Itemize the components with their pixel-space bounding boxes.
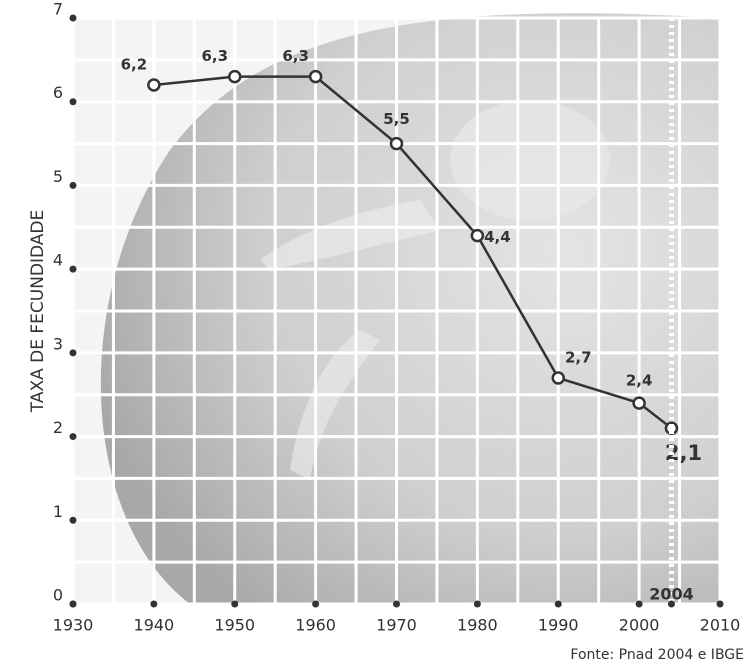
- source: Fonte: Pnad 2004 e IBGE: [570, 647, 744, 663]
- data-label: 5,5: [383, 110, 410, 128]
- x-tick-dot: [717, 601, 724, 608]
- point: [553, 372, 564, 383]
- y-tick-label: 1: [53, 502, 63, 521]
- y-tick-dot: [70, 349, 77, 356]
- photo-bracelets: [450, 100, 610, 220]
- y-tick-label: 4: [53, 251, 63, 270]
- data-label: 6,2: [121, 55, 148, 73]
- y-tick-label: 3: [53, 334, 63, 353]
- x-tick-dot: [150, 601, 157, 608]
- x-tick-dot: [555, 601, 562, 608]
- x-tick-label: 1960: [295, 616, 336, 635]
- data-label: 2,7: [565, 348, 592, 366]
- y-tick-label: 0: [53, 586, 63, 605]
- point: [229, 71, 240, 82]
- x-tick-label: 1990: [538, 616, 579, 635]
- y-tick-dot: [70, 15, 77, 22]
- x-tick-label: 2010: [700, 616, 741, 635]
- y-tick-label: 2: [53, 418, 63, 437]
- x-tick-dot: [636, 601, 643, 608]
- point: [634, 398, 645, 409]
- y-tick-dot: [70, 266, 77, 273]
- y-tick-dot: [70, 98, 77, 105]
- x-tick-dot: [393, 601, 400, 608]
- y-tick-label: 6: [53, 83, 63, 102]
- data-label: 2,4: [626, 372, 653, 390]
- point: [391, 138, 402, 149]
- x-tick-dot: [312, 601, 319, 608]
- point: [310, 71, 321, 82]
- y-tick-dot: [70, 433, 77, 440]
- x-tick-label: 1950: [214, 616, 255, 635]
- point: [472, 230, 483, 241]
- x-tick-label: 1940: [134, 616, 175, 635]
- page: {"chart_data": {"type": "line", "x": [19…: [0, 0, 750, 666]
- y-tick-label: 5: [53, 167, 63, 186]
- y-tick-label: 7: [53, 0, 63, 19]
- y-axis-label: TAXA DE FECUNDIDADE: [28, 210, 48, 414]
- data-label: 6,3: [282, 47, 309, 65]
- data-label: 4,4: [484, 228, 511, 246]
- annotation: 2004: [649, 585, 694, 604]
- x-tick-label: 2000: [619, 616, 660, 635]
- y-tick-dot: [70, 517, 77, 524]
- x-tick-label: 1930: [53, 616, 94, 635]
- x-tick-label: 1980: [457, 616, 498, 635]
- chart: 6,26,36,35,54,42,72,42,1 TAXA DE FECUNDI…: [0, 0, 750, 666]
- x-tick-dot: [70, 601, 77, 608]
- data-label: 6,3: [201, 47, 228, 65]
- y-tick-dot: [70, 182, 77, 189]
- x-tick-dot: [231, 601, 238, 608]
- x-tick-dot: [474, 601, 481, 608]
- x-tick-label: 1970: [376, 616, 417, 635]
- point: [148, 79, 159, 90]
